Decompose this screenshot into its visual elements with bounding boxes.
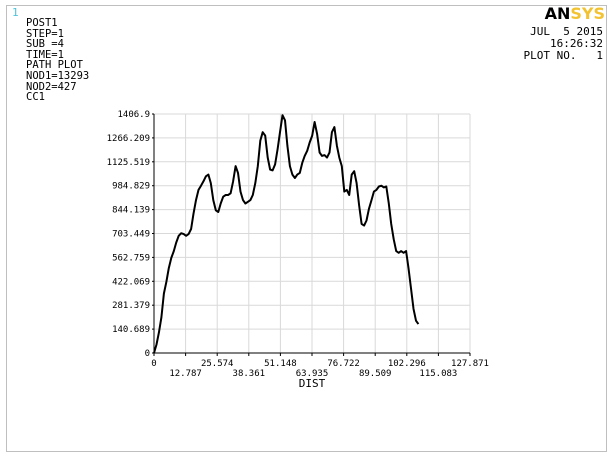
y-tick-label: 422.069 [112,277,150,287]
y-tick-label: 562.759 [112,253,150,263]
info-line: STEP=1 [26,27,64,40]
x-tick-label: 115.083 [419,369,457,379]
plot-frame [6,5,607,452]
x-axis-label: DIST [299,377,326,390]
grid-lines [154,113,471,353]
ansys-logo: ANSYS [544,4,605,23]
y-tick-label: 703.449 [112,230,150,240]
x-tick-label: 76.722 [327,359,360,369]
window-number: 1 [12,6,19,19]
x-tick-label: 38.361 [233,369,266,379]
y-tick-labels: 0 140.689 281.379 422.069 562.759 703.449 844.… [107,110,154,359]
info-line: PATH PLOT [26,59,83,72]
y-tick-label: 1266.209 [107,134,150,144]
y-tick-label: 281.379 [112,301,150,311]
x-tick-labels: 0 12.78725.57438.36151.14863.93576.72289.… [151,353,489,379]
plot-number: PLOT NO. 1 [523,49,603,62]
plot-meta: JUL 5 2015 16:26:32 PLOT NO. 1 [524,26,603,62]
y-tick-label: 984.829 [112,182,150,192]
plot-time: 16:26:32 [550,37,603,50]
info-block: POST1 STEP=1 SUB =4 TIME=1 PATH PLOT NOD… [26,18,89,103]
x-tick-label: 127.871 [451,359,489,369]
info-title: POST1 [26,17,58,29]
info-line: NOD2=427 [26,80,77,93]
x-tick-label: 25.574 [201,359,234,369]
info-line: TIME=1 [26,48,64,61]
x-tick-label: 89.509 [359,369,392,379]
x-tick-label: 0 [151,359,156,369]
x-tick-label: 102.296 [388,359,426,369]
y-tick-label: 0 [145,349,150,359]
x-tick-label: 51.148 [264,359,297,369]
x-tick-label: 12.787 [169,369,202,379]
x-tick-label: 63.935 [296,369,329,379]
y-tick-label: 844.139 [112,206,150,216]
y-tick-label: 140.689 [112,325,150,335]
series-line [153,114,420,354]
info-line: SUB =4 [26,38,64,51]
info-line: CC1 [26,91,45,104]
plot-date: JUL 5 2015 [530,25,603,38]
info-line: NOD1=13293 [26,69,90,82]
y-tick-label: 1406.9 [117,110,150,120]
y-tick-label: 1125.519 [107,158,150,168]
